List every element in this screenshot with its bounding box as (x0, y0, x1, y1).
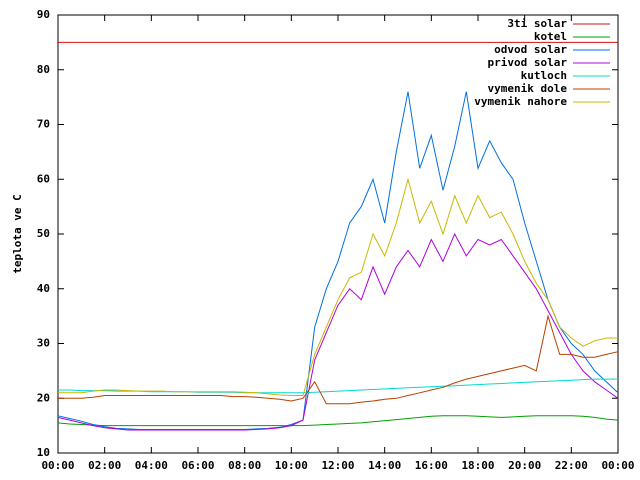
legend-label: kotel (534, 30, 567, 43)
y-tick-label: 90 (37, 8, 50, 21)
x-tick-label: 22:00 (555, 459, 588, 472)
legend-label: privod solar (488, 56, 568, 69)
y-tick-label: 50 (37, 227, 50, 240)
x-tick-label: 00:00 (601, 459, 634, 472)
legend-label: kutloch (521, 69, 567, 82)
x-tick-label: 04:00 (135, 459, 168, 472)
y-tick-label: 40 (37, 282, 50, 295)
x-tick-label: 08:00 (228, 459, 261, 472)
y-tick-label: 10 (37, 446, 50, 459)
series-line (58, 177, 618, 396)
x-tick-label: 14:00 (368, 459, 401, 472)
series-line (57, 232, 619, 431)
x-tick-label: 18:00 (461, 459, 494, 472)
series-line (57, 415, 619, 427)
series-line (58, 314, 619, 405)
y-tick-label: 20 (37, 391, 50, 404)
x-tick-label: 06:00 (181, 459, 214, 472)
x-tick-label: 12:00 (321, 459, 354, 472)
legend-label: odvod solar (494, 43, 567, 56)
legend-label: vymenik nahore (474, 95, 567, 108)
x-tick-label: 20:00 (508, 459, 541, 472)
x-tick-label: 16:00 (415, 459, 448, 472)
y-tick-label: 60 (37, 172, 50, 185)
series-line (57, 91, 619, 430)
x-tick-label: 10:00 (275, 459, 308, 472)
y-tick-label: 70 (37, 118, 50, 131)
y-tick-label: 80 (37, 63, 50, 76)
x-tick-label: 02:00 (88, 459, 121, 472)
y-tick-label: 30 (37, 337, 50, 350)
legend-label: 3ti solar (507, 17, 567, 30)
x-tick-label: 00:00 (41, 459, 74, 472)
y-axis-label: teplota ve C (11, 194, 24, 273)
legend-label: vymenik dole (488, 82, 568, 95)
series-line (58, 378, 618, 394)
